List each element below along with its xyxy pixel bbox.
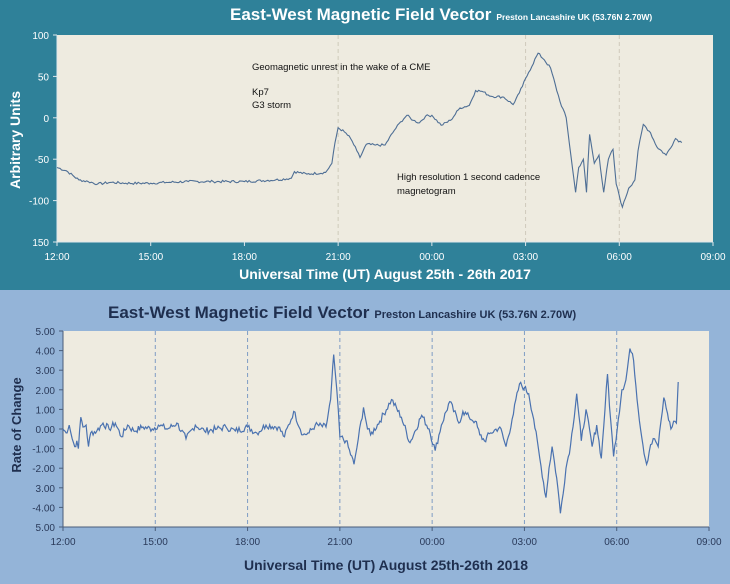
x-tick-label: 09:00	[700, 252, 725, 263]
x-tick-label: 06:00	[607, 252, 632, 263]
x-tick-label: 15:00	[143, 537, 168, 548]
x-tick-label: 06:00	[604, 537, 629, 548]
x-tick-label: 09:00	[696, 537, 721, 548]
y-tick-label: -100	[29, 197, 49, 208]
bottom-plot-area	[63, 331, 709, 527]
y-tick-label: -4.00	[32, 503, 55, 514]
y-tick-label: 50	[38, 72, 50, 83]
x-tick-label: 03:00	[512, 537, 537, 548]
y-tick-label: 5.00	[36, 327, 56, 338]
top-y-axis-label: Arbitrary Units	[7, 91, 23, 189]
top-series-line	[56, 52, 683, 210]
bottom-series-line	[62, 348, 679, 514]
x-tick-label: 12:00	[50, 537, 75, 548]
x-tick-label: 03:00	[513, 252, 538, 263]
x-tick-label: 18:00	[235, 537, 260, 548]
y-tick-label: 4.00	[36, 347, 56, 358]
y-tick-label: 150	[32, 238, 49, 249]
y-tick-label: 3.00	[36, 484, 56, 495]
annotation-resolution: High resolution 1 second cadence	[397, 172, 540, 183]
x-tick-label: 00:00	[419, 252, 444, 263]
y-tick-label: 0	[43, 114, 49, 125]
bottom-chart-title: East-West Magnetic Field Vector Preston L…	[108, 303, 576, 322]
annotation-cme: Geomagnetic unrest in the wake of a CME	[252, 62, 430, 73]
x-tick-label: 12:00	[44, 252, 69, 263]
y-tick-label: -1.00	[32, 445, 55, 456]
x-tick-label: 15:00	[138, 252, 163, 263]
top-x-axis-label: Universal Time (UT) August 25th - 26th 2…	[239, 266, 531, 282]
y-tick-label: 100	[32, 31, 49, 42]
y-tick-label: -2.00	[32, 464, 55, 475]
annotation-magnetogram: magnetogram	[397, 186, 456, 197]
y-tick-label: 1.00	[36, 405, 56, 416]
x-tick-label: 00:00	[420, 537, 445, 548]
top-plot-area	[57, 35, 713, 242]
y-tick-label: 0.00	[36, 425, 56, 436]
bottom-x-axis-label: Universal Time (UT) August 25th-26th 201…	[244, 557, 528, 573]
top-chart-title: East-West Magnetic Field Vector Preston L…	[230, 5, 652, 24]
bottom-y-axis-label: Rate of Change	[9, 377, 24, 472]
y-tick-label: -50	[35, 155, 50, 166]
annotation-storm: G3 storm	[252, 100, 291, 111]
y-tick-label: 5.00	[36, 523, 56, 534]
x-tick-label: 21:00	[327, 537, 352, 548]
y-tick-label: 2.00	[36, 386, 56, 397]
y-tick-label: 3.00	[36, 366, 56, 377]
x-tick-label: 21:00	[326, 252, 351, 263]
x-tick-label: 18:00	[232, 252, 257, 263]
annotation-kp: Kp7	[252, 87, 269, 98]
